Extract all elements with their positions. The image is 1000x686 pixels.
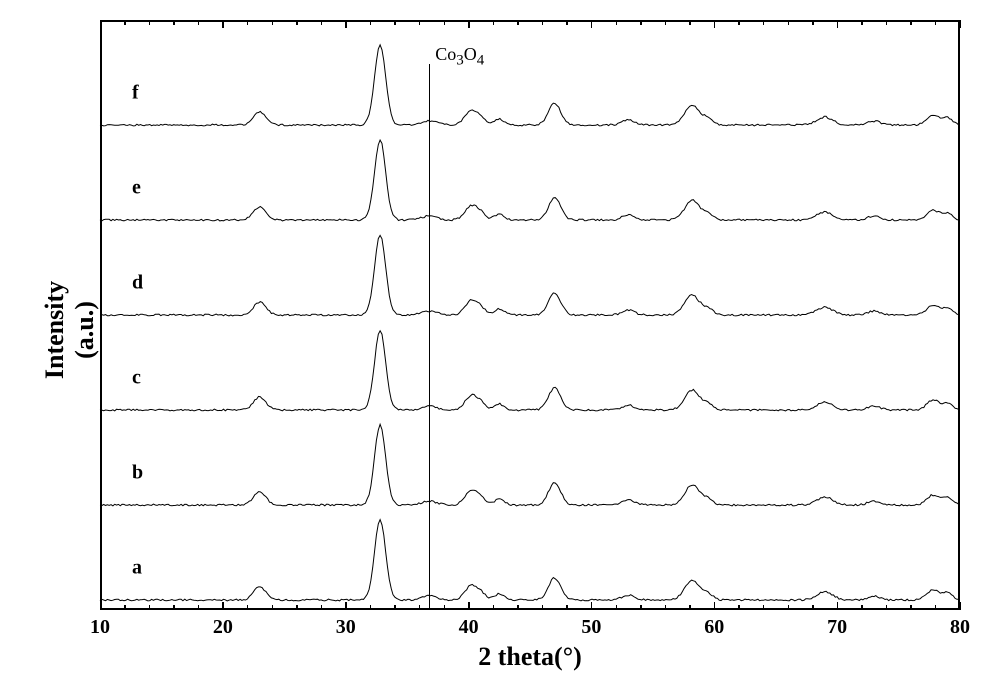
x-tick-label: 60	[704, 616, 724, 639]
x-tick-label: 80	[950, 616, 970, 639]
series-label-b: b	[132, 462, 143, 485]
x-tick-label: 20	[213, 616, 233, 639]
series-label-a: a	[132, 557, 142, 580]
y-axis-label: Intensity (a.u.)	[40, 270, 100, 390]
x-tick-label: 50	[581, 616, 601, 639]
x-axis-label: 2 theta(°)	[450, 642, 610, 672]
x-tick-label: 30	[336, 616, 356, 639]
x-tick-label: 70	[827, 616, 847, 639]
xrd-figure: Intensity (a.u.) 2 theta(°) 10 20 30 40 50 60…	[0, 0, 1000, 686]
series-label-c: c	[132, 367, 141, 390]
spectrum-f	[100, 20, 960, 610]
reference-annotation: Co3O4	[435, 44, 484, 70]
series-label-d: d	[132, 272, 143, 295]
series-label-e: e	[132, 177, 141, 200]
x-tick-label: 10	[90, 616, 110, 639]
series-label-f: f	[132, 82, 139, 105]
plot-area	[100, 20, 960, 610]
x-tick-label: 40	[459, 616, 479, 639]
